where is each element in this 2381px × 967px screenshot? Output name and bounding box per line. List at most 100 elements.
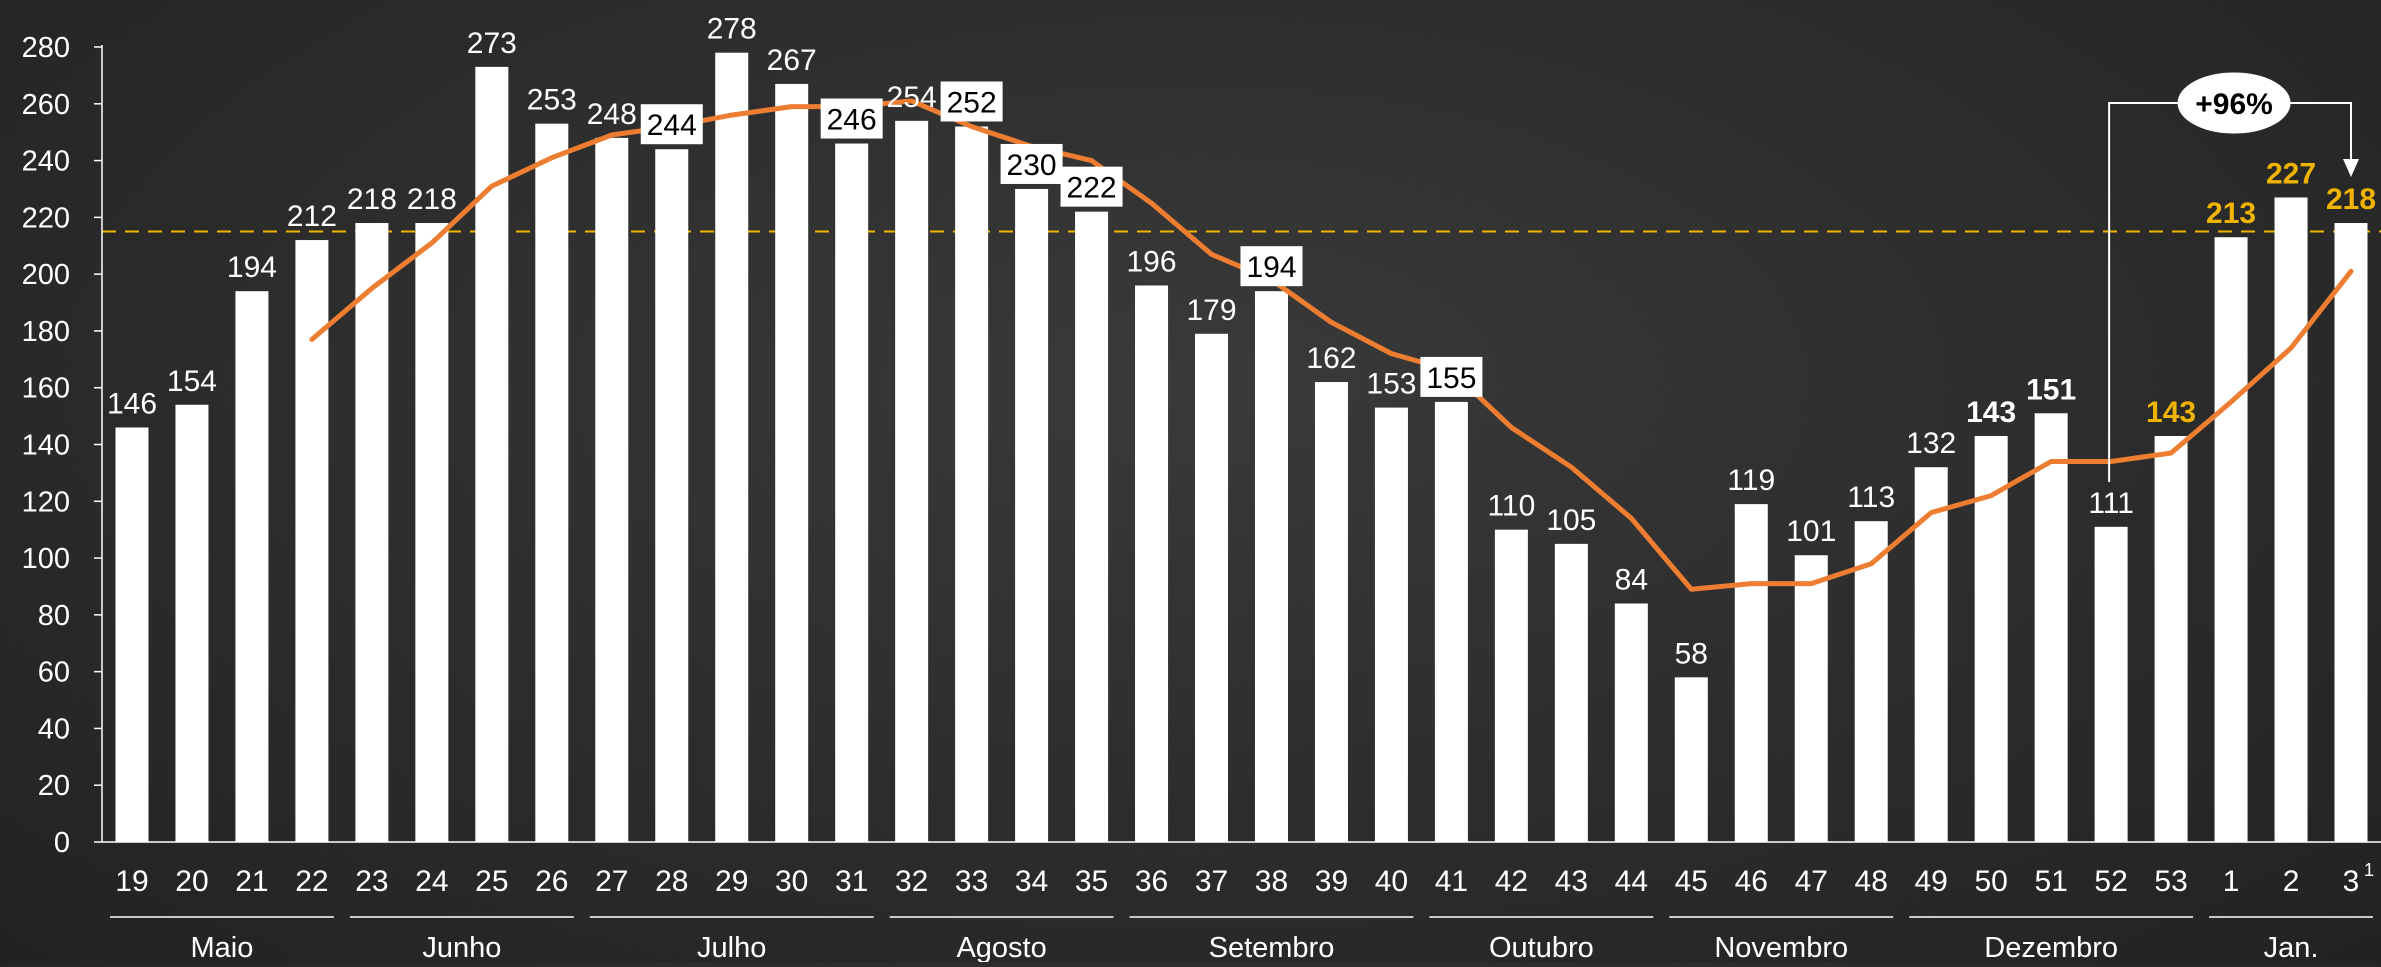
month-group-label: Jan.	[2264, 932, 2319, 962]
annotation-text: +96%	[2195, 88, 2273, 121]
y-tick-label: 120	[22, 486, 70, 518]
data-label: 153	[1366, 368, 1416, 401]
bar	[535, 123, 569, 843]
data-label-box	[820, 98, 883, 139]
y-tick-label: 100	[22, 543, 70, 575]
bar	[715, 52, 749, 842]
data-label-box	[940, 81, 1003, 122]
x-tick-label: 28	[655, 865, 688, 898]
data-label: 179	[1186, 294, 1236, 327]
bar	[175, 404, 209, 842]
bar	[895, 120, 929, 843]
bar	[1254, 291, 1288, 842]
annotation-group: +96%	[2108, 72, 2360, 482]
data-label: 132	[1906, 427, 1956, 460]
bar	[1434, 401, 1468, 842]
bar	[1314, 382, 1348, 842]
bar	[355, 223, 389, 843]
x-tick-label: 43	[1555, 865, 1588, 898]
bar	[1374, 407, 1408, 842]
data-label: 254	[887, 81, 937, 114]
axes-group: 0 20 40 60 80 100 120 140 160 180 200 220 240 260 280	[22, 32, 2381, 859]
bar	[1614, 603, 1648, 842]
month-group-label: Setembro	[1209, 932, 1335, 962]
bar	[1135, 285, 1169, 842]
bar	[115, 427, 149, 842]
bar	[1015, 188, 1049, 842]
bar	[2214, 237, 2248, 842]
x-tick-label: 35	[1075, 865, 1108, 898]
x-tick-label: 25	[475, 865, 508, 898]
y-tick-label: 140	[22, 430, 70, 462]
bar	[1075, 211, 1109, 842]
bar	[1854, 521, 1888, 842]
bar	[1554, 543, 1588, 842]
x-tick-label: 20	[175, 865, 208, 898]
bar	[1974, 435, 2008, 842]
data-label: 143	[2146, 396, 2196, 429]
data-label: 84	[1615, 564, 1648, 597]
x-tick-superscript: 1	[2364, 860, 2374, 880]
x-tick-label: 48	[1855, 865, 1888, 898]
data-label: 194	[1246, 251, 1296, 284]
x-tick-label: 3	[2343, 865, 2360, 898]
bar	[1734, 504, 1768, 842]
y-tick-label: 20	[38, 770, 70, 802]
x-tick-label: 42	[1495, 865, 1528, 898]
y-tick-label: 60	[38, 657, 70, 689]
data-label: 212	[287, 200, 337, 233]
bar	[2334, 223, 2368, 843]
x-tick-label: 41	[1435, 865, 1468, 898]
month-group-label: Julho	[697, 932, 766, 962]
data-label: 230	[1007, 149, 1057, 182]
data-label: 151	[2026, 373, 2076, 406]
x-tick-label: 24	[415, 865, 448, 898]
bar	[2094, 526, 2128, 842]
data-label: 146	[107, 387, 157, 420]
data-label: 218	[407, 183, 457, 216]
month-group-label: Agosto	[956, 932, 1046, 962]
month-group-label: Outubro	[1489, 932, 1594, 962]
y-tick-label: 80	[38, 600, 70, 632]
bar	[1674, 677, 1708, 842]
bar	[775, 83, 809, 843]
data-label: 246	[827, 104, 877, 137]
month-group-label: Junho	[422, 932, 501, 962]
bar	[235, 291, 269, 842]
bar	[1794, 555, 1828, 842]
x-tick-label: 39	[1315, 865, 1348, 898]
data-label: 196	[1127, 246, 1177, 279]
y-tick-label: 220	[22, 202, 70, 234]
data-label: 194	[227, 251, 277, 284]
data-label: 244	[647, 109, 697, 142]
x-tick-label: 37	[1195, 865, 1228, 898]
x-tick-label: 32	[895, 865, 928, 898]
x-tick-label: 50	[1974, 865, 2007, 898]
annotation-arrowhead	[2343, 159, 2360, 178]
x-tick-label: 46	[1735, 865, 1768, 898]
x-tick-label: 40	[1375, 865, 1408, 898]
data-label: 143	[1966, 396, 2016, 429]
bar	[655, 149, 689, 842]
x-tick-label: 22	[295, 865, 328, 898]
data-label: 218	[2326, 183, 2376, 216]
data-label: 267	[767, 44, 817, 77]
data-label: 248	[587, 98, 637, 131]
x-tick-label: 52	[2094, 865, 2127, 898]
data-label: 111	[2088, 487, 2134, 520]
x-tick-label: 23	[355, 865, 388, 898]
x-tick-label: 33	[955, 865, 988, 898]
x-tick-label: 34	[1015, 865, 1048, 898]
month-group-label: Maio	[191, 932, 254, 962]
data-label-box	[1060, 166, 1123, 207]
x-tick-label: 44	[1615, 865, 1648, 898]
data-label: 113	[1847, 481, 1895, 514]
bar	[955, 126, 989, 842]
y-tick-label: 240	[22, 146, 70, 178]
x-tick-label: 1	[2223, 865, 2240, 898]
data-label-box	[1420, 356, 1483, 397]
y-tick-label: 180	[22, 316, 70, 348]
data-label: 252	[947, 87, 997, 120]
